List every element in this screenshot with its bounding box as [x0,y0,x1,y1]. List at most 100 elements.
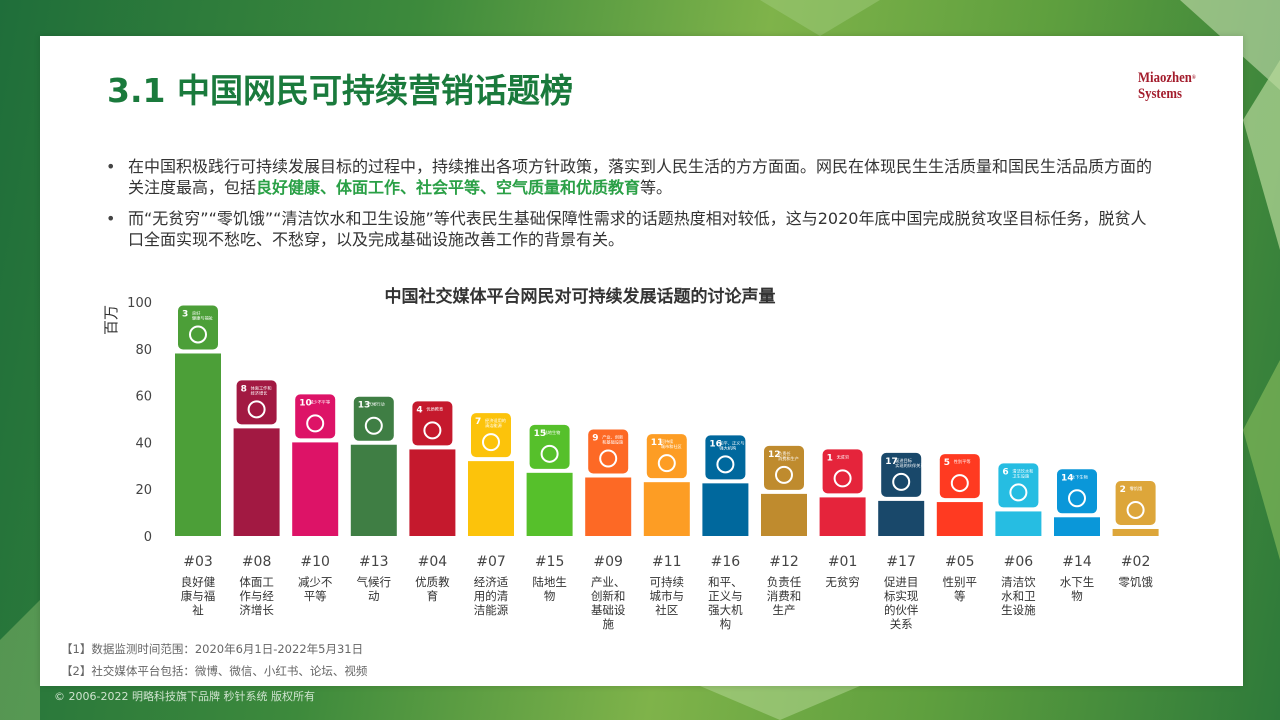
sdg-icon-caption: 和平、正义与 [719,439,744,446]
sdg-icon-number: 13 [358,401,371,411]
bullet-dot-icon: • [106,157,116,176]
sdg-icon-caption: 经济适用的 [485,417,506,424]
sdg-icon-caption: 负责任 [778,450,791,457]
sdg-icon-caption: 陆地生物 [544,429,561,436]
category-label: 陆地生 [532,575,567,589]
sdg-icon-glyph [1126,500,1145,519]
footnote-1: 【1】数据监测时间范围：2020年6月1日-2022年5月31日 [61,642,364,656]
logo-line2: Systems [1138,86,1182,102]
sdg-icon-glyph [775,465,793,484]
category-label: 优质教 [415,575,450,589]
sdg-icon-number: 8 [241,384,247,394]
category-label: 和平、 [708,575,743,589]
category-label: 可持续 [650,575,685,589]
bar [1054,517,1100,536]
bullet-item: • 而“无贫穷”“零饥饿”“清洁饮水和卫生设施”等代表民生基础保障性需求的话题热… [106,209,1147,249]
sdg-icon-number: 1 [827,453,833,463]
category-label: 祉 [192,603,204,617]
sdg-icon-number: 2 [1120,485,1126,495]
y-tick-label: 60 [135,390,152,405]
sdg-icon-number: 7 [475,417,481,427]
sdg-icon-glyph [1009,483,1028,502]
category-label: 洁能源 [474,603,509,617]
x-tick-label: #08 [242,554,272,570]
y-tick-label: 0 [144,530,152,545]
brand-logo: Miaozhen® Systems [1138,70,1199,102]
footnotes: 【1】数据监测时间范围：2020年6月1日-2022年5月31日 【2】社交媒体… [61,638,367,682]
sdg-icon-caption: 强大机构 [719,444,736,451]
y-tick-label: 40 [135,436,152,451]
sdg-icon-caption: 良好 [192,309,200,316]
category-label: 基础设 [591,603,626,617]
category-label: 产业、 [591,575,626,589]
bar [175,353,221,536]
category-label: 社区 [655,603,678,617]
sdg-icon-glyph [833,469,852,488]
x-tick-label: #09 [593,554,623,570]
logo-line1: Miaozhen® [1138,70,1196,86]
sdg-icon-number: 17 [885,457,898,467]
sdg-icon-glyph [950,474,969,493]
x-tick-label: #12 [769,554,799,570]
category-label: 康与福 [181,589,216,603]
sdg-icon-caption: 健康与福祉 [192,314,214,321]
sdg-icon-caption: 优质教育 [426,405,443,412]
bar [819,497,866,536]
highlight-text: 良好健康、体面工作、社会平等、空气质量和优质教育 [256,178,641,197]
category-label: 性别平 [943,575,978,589]
x-tick-label: #02 [1121,554,1151,570]
category-label: 促进目 [884,575,919,589]
category-label: 良好健 [181,575,216,589]
category-label: 作与经 [239,589,274,603]
sdg-icon-caption: 促进目标 [895,457,912,464]
sdg-icon-number: 14 [1061,473,1074,483]
x-tick-label: #15 [535,554,565,570]
sdg-icon-glyph [306,414,325,433]
sdg-icon-glyph [247,400,266,419]
bar [643,482,690,536]
sdg-icon-caption: 体面工作和 [251,384,272,391]
category-label: 施 [602,617,614,631]
sdg-icon-glyph [1068,489,1086,508]
sdg-icon-caption: 经济增长 [251,389,269,396]
y-axis-label: 百万 [102,305,120,335]
bar [585,477,632,536]
category-label: 城市与 [650,589,685,603]
x-tick-label: #01 [828,554,858,570]
sdg-icon-caption: 性别平等 [954,458,971,465]
y-tick-label: 100 [127,296,152,311]
sdg-icon-glyph [482,433,500,452]
bar [761,493,807,536]
sdg-icon-caption: 无贫穷 [837,453,850,460]
bar [233,428,280,536]
sdg-icon-caption: 实现的伙伴关系 [895,462,924,469]
category-label: 物 [1071,589,1083,603]
category-label: 无贫穷 [825,575,860,589]
bar [936,502,983,536]
sdg-icon-caption: 消费和生产 [778,455,799,462]
x-tick-label: #03 [183,554,213,570]
sdg-icon-number: 4 [416,405,422,415]
chart-title: 中国社交媒体平台网民对可持续发展话题的讨论声量 [384,287,776,307]
x-tick-label: #07 [476,554,506,570]
category-label: 负责任 [767,575,802,589]
x-tick-label: #11 [652,554,682,570]
footnote-2: 【2】社交媒体平台包括：微博、微信、小红书、论坛、视频 [61,664,368,678]
category-label: 构 [720,617,732,631]
sdg-icon-caption: 清洁能源 [485,422,503,429]
category-label: 强大机 [708,603,743,617]
x-tick-label: #06 [1004,554,1034,570]
category-label: 生设施 [1001,603,1036,617]
sdg-icon-caption: 可持续 [661,438,674,445]
category-label: 动 [368,589,380,603]
category-label: 等 [954,589,966,603]
bullet-item: • 在中国积极践行可持续发展目标的过程中，持续推出各项方针政策，落实到人民生活的… [106,157,1153,197]
category-label: 体面工 [239,575,274,589]
bar [702,483,749,536]
category-label: 的伙伴 [884,603,919,617]
sdg-icon-caption: 水下生物 [1071,473,1088,480]
category-label: 消费和 [767,589,802,603]
sdg-icon-glyph [189,325,207,344]
x-tick-label: #13 [359,554,389,570]
sdg-icon-caption: 城市和社区 [661,443,682,450]
